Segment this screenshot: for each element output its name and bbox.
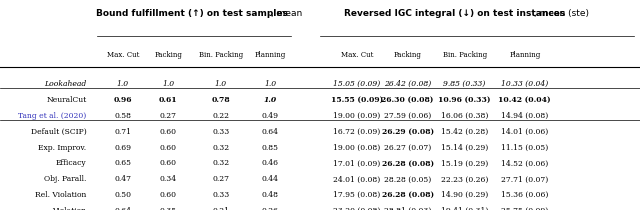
- Text: 0.47: 0.47: [115, 175, 131, 183]
- Text: 25.75 (0.09): 25.75 (0.09): [501, 207, 548, 210]
- Text: Packing: Packing: [154, 51, 182, 59]
- Text: 0.78: 0.78: [211, 96, 230, 104]
- Text: Lookahead: Lookahead: [44, 80, 86, 88]
- Text: 0.34: 0.34: [160, 175, 177, 183]
- Text: 0.49: 0.49: [262, 112, 278, 120]
- Text: , mean: , mean: [271, 9, 302, 18]
- Text: 0.27: 0.27: [160, 112, 177, 120]
- Text: 26.29 (0.08): 26.29 (0.08): [381, 128, 434, 136]
- Text: 24.01 (0.08): 24.01 (0.08): [333, 175, 381, 183]
- Text: 0.64: 0.64: [262, 128, 278, 136]
- Text: Exp. Improv.: Exp. Improv.: [38, 144, 86, 152]
- Text: Max. Cut: Max. Cut: [341, 51, 373, 59]
- Text: 0.26: 0.26: [262, 207, 278, 210]
- Text: 0.60: 0.60: [160, 160, 177, 168]
- Text: 26.30 (0.08): 26.30 (0.08): [381, 96, 434, 104]
- Text: 15.05 (0.09): 15.05 (0.09): [333, 80, 381, 88]
- Text: 22.23 (0.26): 22.23 (0.26): [441, 175, 488, 183]
- Text: 14.94 (0.08): 14.94 (0.08): [501, 112, 548, 120]
- Text: 0.58: 0.58: [115, 112, 131, 120]
- Text: Packing: Packing: [394, 51, 422, 59]
- Text: 0.22: 0.22: [212, 112, 229, 120]
- Text: 17.95 (0.08): 17.95 (0.08): [333, 191, 381, 199]
- Text: 26.27 (0.07): 26.27 (0.07): [384, 144, 431, 152]
- Text: 0.60: 0.60: [160, 128, 177, 136]
- Text: Bound fulfillment (↑) on test samples: Bound fulfillment (↑) on test samples: [96, 9, 288, 18]
- Text: 15.42 (0.28): 15.42 (0.28): [441, 128, 488, 136]
- Text: 17.01 (0.09): 17.01 (0.09): [333, 160, 381, 168]
- Text: 15.14 (0.29): 15.14 (0.29): [441, 144, 488, 152]
- Text: Efficacy: Efficacy: [56, 160, 86, 168]
- Text: , mean (ste): , mean (ste): [534, 9, 589, 18]
- Text: Obj. Parall.: Obj. Parall.: [44, 175, 86, 183]
- Text: 0.96: 0.96: [114, 96, 132, 104]
- Text: 19.00 (0.09): 19.00 (0.09): [333, 112, 381, 120]
- Text: Tang et al. (2020): Tang et al. (2020): [18, 112, 86, 120]
- Text: 0.35: 0.35: [160, 207, 177, 210]
- Text: 0.61: 0.61: [159, 96, 178, 104]
- Text: 0.85: 0.85: [262, 144, 278, 152]
- Text: 0.50: 0.50: [115, 191, 131, 199]
- Text: 26.28 (0.08): 26.28 (0.08): [381, 191, 434, 199]
- Text: Max. Cut: Max. Cut: [107, 51, 139, 59]
- Text: Planning: Planning: [255, 51, 285, 59]
- Text: 14.52 (0.06): 14.52 (0.06): [501, 160, 548, 168]
- Text: 0.32: 0.32: [212, 144, 229, 152]
- Text: 19.41 (0.31): 19.41 (0.31): [441, 207, 488, 210]
- Text: 23.20 (0.08): 23.20 (0.08): [333, 207, 381, 210]
- Text: Violation: Violation: [52, 207, 86, 210]
- Text: 11.15 (0.05): 11.15 (0.05): [501, 144, 548, 152]
- Text: 0.64: 0.64: [115, 207, 131, 210]
- Text: 0.69: 0.69: [115, 144, 131, 152]
- Text: 1.0: 1.0: [264, 96, 276, 104]
- Text: 19.00 (0.08): 19.00 (0.08): [333, 144, 381, 152]
- Text: 0.60: 0.60: [160, 191, 177, 199]
- Text: 1.0: 1.0: [163, 80, 174, 88]
- Text: 0.32: 0.32: [212, 160, 229, 168]
- Text: 26.42 (0.08): 26.42 (0.08): [384, 80, 431, 88]
- Text: Bin. Packing: Bin. Packing: [199, 51, 243, 59]
- Text: Planning: Planning: [509, 51, 540, 59]
- Text: 15.19 (0.29): 15.19 (0.29): [441, 160, 488, 168]
- Text: 26.28 (0.08): 26.28 (0.08): [381, 160, 434, 168]
- Text: 0.71: 0.71: [115, 128, 131, 136]
- Text: 1.0: 1.0: [264, 80, 276, 88]
- Text: 0.46: 0.46: [262, 160, 278, 168]
- Text: Rel. Violation: Rel. Violation: [35, 191, 86, 199]
- Text: 1.0: 1.0: [215, 80, 227, 88]
- Text: 0.44: 0.44: [262, 175, 278, 183]
- Text: 10.33 (0.04): 10.33 (0.04): [501, 80, 548, 88]
- Text: 27.71 (0.07): 27.71 (0.07): [501, 175, 548, 183]
- Text: 28.81 (0.03): 28.81 (0.03): [384, 207, 431, 210]
- Text: 0.33: 0.33: [212, 191, 229, 199]
- Text: 10.42 (0.04): 10.42 (0.04): [499, 96, 551, 104]
- Text: 16.06 (0.38): 16.06 (0.38): [441, 112, 488, 120]
- Text: NeuralCut: NeuralCut: [46, 96, 86, 104]
- Text: 0.65: 0.65: [115, 160, 131, 168]
- Text: 0.33: 0.33: [212, 128, 229, 136]
- Text: 14.90 (0.29): 14.90 (0.29): [441, 191, 488, 199]
- Text: 28.28 (0.05): 28.28 (0.05): [384, 175, 431, 183]
- Text: 10.96 (0.33): 10.96 (0.33): [438, 96, 491, 104]
- Text: Bin. Packing: Bin. Packing: [443, 51, 486, 59]
- Text: 16.72 (0.09): 16.72 (0.09): [333, 128, 381, 136]
- Text: 9.85 (0.33): 9.85 (0.33): [444, 80, 486, 88]
- Text: 15.36 (0.06): 15.36 (0.06): [501, 191, 548, 199]
- Text: Default (SCIP): Default (SCIP): [31, 128, 86, 136]
- Text: 0.21: 0.21: [212, 207, 229, 210]
- Text: Reversed IGC integral (↓) on test instances: Reversed IGC integral (↓) on test instan…: [344, 9, 565, 18]
- Text: 0.48: 0.48: [262, 191, 278, 199]
- Text: 0.60: 0.60: [160, 144, 177, 152]
- Text: 1.0: 1.0: [117, 80, 129, 88]
- Text: 27.59 (0.06): 27.59 (0.06): [384, 112, 431, 120]
- Text: 14.01 (0.06): 14.01 (0.06): [501, 128, 548, 136]
- Text: 15.55 (0.09): 15.55 (0.09): [331, 96, 383, 104]
- Text: 0.27: 0.27: [212, 175, 229, 183]
